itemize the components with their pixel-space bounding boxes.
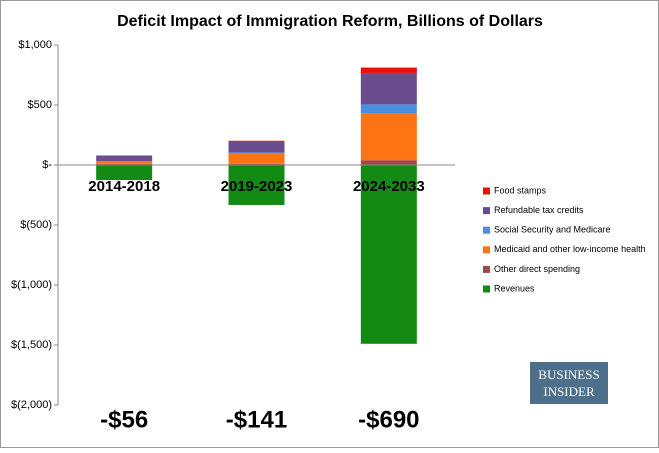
- logo-text: INSIDER: [543, 384, 595, 399]
- legend-label: Other direct spending: [494, 264, 580, 274]
- y-tick-label: $1,000: [18, 39, 52, 51]
- legend-label: Refundable tax credits: [494, 205, 584, 215]
- bar-segment: [361, 104, 417, 113]
- x-tick-label: 2019-2023: [221, 178, 293, 195]
- bar-segment: [96, 156, 152, 161]
- bar-segment: [229, 153, 285, 164]
- bar-segment: [361, 73, 417, 104]
- bar-segment: [229, 152, 285, 153]
- legend-swatch: [483, 188, 490, 195]
- legend-label: Revenues: [494, 283, 535, 293]
- y-tick-label: $(500): [20, 219, 52, 231]
- chart-title: Deficit Impact of Immigration Reform, Bi…: [117, 13, 543, 30]
- net-total: -$56: [100, 406, 148, 433]
- bar-segment: [361, 160, 417, 165]
- legend-label: Medicaid and other low-income health: [494, 244, 646, 254]
- legend-label: Food stamps: [494, 185, 547, 195]
- bar-segment: [229, 141, 285, 152]
- net-total: -$690: [358, 406, 419, 433]
- net-total: -$141: [226, 406, 287, 433]
- y-tick-label: $500: [28, 99, 52, 111]
- x-tick-label: 2014-2018: [88, 178, 160, 195]
- y-tick-label: $(2,000): [11, 399, 52, 411]
- y-tick-label: $(1,500): [11, 339, 52, 351]
- bar-segment: [361, 113, 417, 160]
- x-tick-label: 2024-2033: [353, 178, 425, 195]
- legend-swatch: [483, 207, 490, 214]
- legend-swatch: [483, 266, 490, 273]
- bar-segment: [96, 161, 152, 163]
- y-tick-label: $-: [42, 159, 52, 171]
- legend-swatch: [483, 227, 490, 234]
- legend-swatch: [483, 286, 490, 293]
- legend-label: Social Security and Medicare: [494, 225, 611, 235]
- y-tick-label: $(1,000): [11, 279, 52, 291]
- logo-text: BUSINESS: [538, 367, 599, 382]
- bar-segment: [361, 68, 417, 73]
- legend-swatch: [483, 246, 490, 253]
